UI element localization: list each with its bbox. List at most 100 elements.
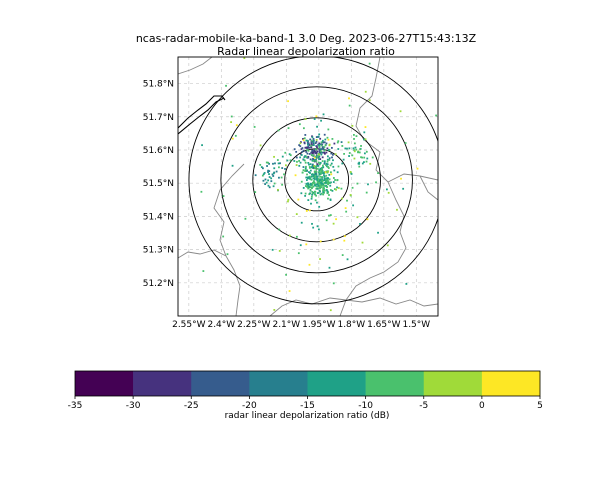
radar-return-point [312, 139, 315, 142]
colorbar-ticks: -35 -30 -25 -20 -15 -10 -5 0 5 [68, 396, 543, 411]
radar-return-point [300, 148, 303, 150]
radar-return-point [369, 162, 372, 165]
radar-return-point [312, 157, 314, 160]
radar-return-point [304, 185, 307, 187]
radar-return-point [316, 192, 319, 195]
radar-return-point [348, 147, 351, 150]
radar-return-point [304, 134, 307, 136]
radar-return-point [316, 185, 318, 188]
radar-return-point [337, 140, 340, 143]
radar-return-point [346, 258, 349, 261]
radar-return-point [267, 169, 270, 172]
radar-return-point [316, 177, 318, 180]
radar-return-point [332, 159, 334, 162]
radar-return-point [324, 144, 327, 147]
radar-return-point [334, 153, 337, 156]
radar-returns [200, 57, 438, 312]
radar-return-point [304, 146, 307, 149]
radar-return-point [336, 171, 339, 174]
radar-return-point [322, 113, 325, 116]
radar-return-point [336, 179, 339, 182]
radar-return-point [343, 153, 345, 155]
colorbar-bin [249, 371, 308, 396]
radar-return-point [315, 173, 318, 176]
radar-return-point [317, 228, 320, 231]
radar-return-point [317, 185, 320, 187]
radar-return-point [319, 178, 321, 181]
radar-return-point [280, 176, 283, 179]
colorbar-tick-label: -5 [419, 401, 428, 411]
radar-return-point [319, 184, 322, 187]
radar-return-point [355, 148, 358, 151]
radar-return-point [329, 198, 332, 201]
radar-return-point [306, 152, 309, 155]
radar-return-point [328, 173, 331, 176]
radar-return-point [306, 182, 309, 185]
colorbar-tick-label: -10 [358, 401, 373, 411]
radar-return-point [332, 165, 335, 168]
radar-return-point [297, 252, 300, 255]
radar-return-point [320, 151, 323, 154]
radar-return-point [305, 151, 308, 153]
radar-return-point [315, 171, 318, 173]
radar-return-point [320, 169, 323, 172]
colorbar-tick-label: -25 [184, 401, 199, 411]
radar-return-point [287, 200, 289, 203]
radar-return-point [337, 165, 340, 168]
radar-return-point [309, 184, 312, 186]
radar-return-point [386, 244, 389, 247]
radar-return-point [265, 161, 268, 164]
radar-return-point [305, 176, 308, 179]
radar-return-point [314, 172, 317, 175]
radar-return-point [254, 191, 257, 193]
radar-return-point [304, 192, 307, 195]
radar-return-point [319, 161, 322, 164]
lon-tick-label: 1.5°W [402, 320, 430, 330]
radar-return-point [322, 164, 324, 167]
radar-return-point [270, 180, 273, 183]
radar-return-point [309, 188, 312, 191]
radar-return-point [353, 157, 356, 160]
radar-return-point [312, 160, 315, 162]
radar-return-point [312, 152, 314, 154]
radar-return-point [305, 243, 308, 246]
colorbar-tick-label: 0 [479, 401, 485, 411]
radar-return-point [310, 195, 313, 198]
radar-return-point [287, 100, 289, 103]
radar-return-point [309, 172, 311, 174]
radar-return-point [357, 162, 360, 165]
map-frame [177, 56, 439, 317]
radar-return-point [309, 138, 312, 141]
radar-return-point [327, 138, 330, 141]
radar-return-point [307, 149, 310, 152]
radar-return-point [231, 137, 234, 140]
radar-return-point [267, 184, 270, 187]
radar-return-point [311, 135, 313, 138]
radar-return-point [328, 194, 330, 196]
radar-return-point [267, 171, 269, 173]
radar-return-point [318, 146, 321, 148]
radar-return-point [341, 162, 344, 165]
radar-return-point [307, 142, 310, 145]
radar-return-point [348, 152, 351, 154]
radar-return-point [295, 156, 298, 159]
radar-return-point [318, 155, 321, 158]
radar-return-point [278, 176, 280, 179]
radar-return-point [316, 156, 319, 159]
radar-return-point [320, 153, 323, 156]
lon-tick-label: 1.8°W [337, 320, 365, 330]
radar-return-point [308, 171, 310, 174]
radar-return-point [358, 165, 361, 168]
radar-return-point [300, 192, 303, 195]
radar-return-point [325, 185, 327, 187]
radar-return-point [352, 147, 355, 150]
radar-return-point [272, 172, 275, 175]
radar-return-point [318, 158, 320, 161]
radar-return-point [327, 177, 329, 180]
radar-return-point [316, 125, 318, 128]
radar-return-point [332, 153, 334, 156]
radar-return-point [303, 159, 306, 162]
radar-return-point [316, 175, 319, 178]
radar-return-point [310, 175, 313, 178]
